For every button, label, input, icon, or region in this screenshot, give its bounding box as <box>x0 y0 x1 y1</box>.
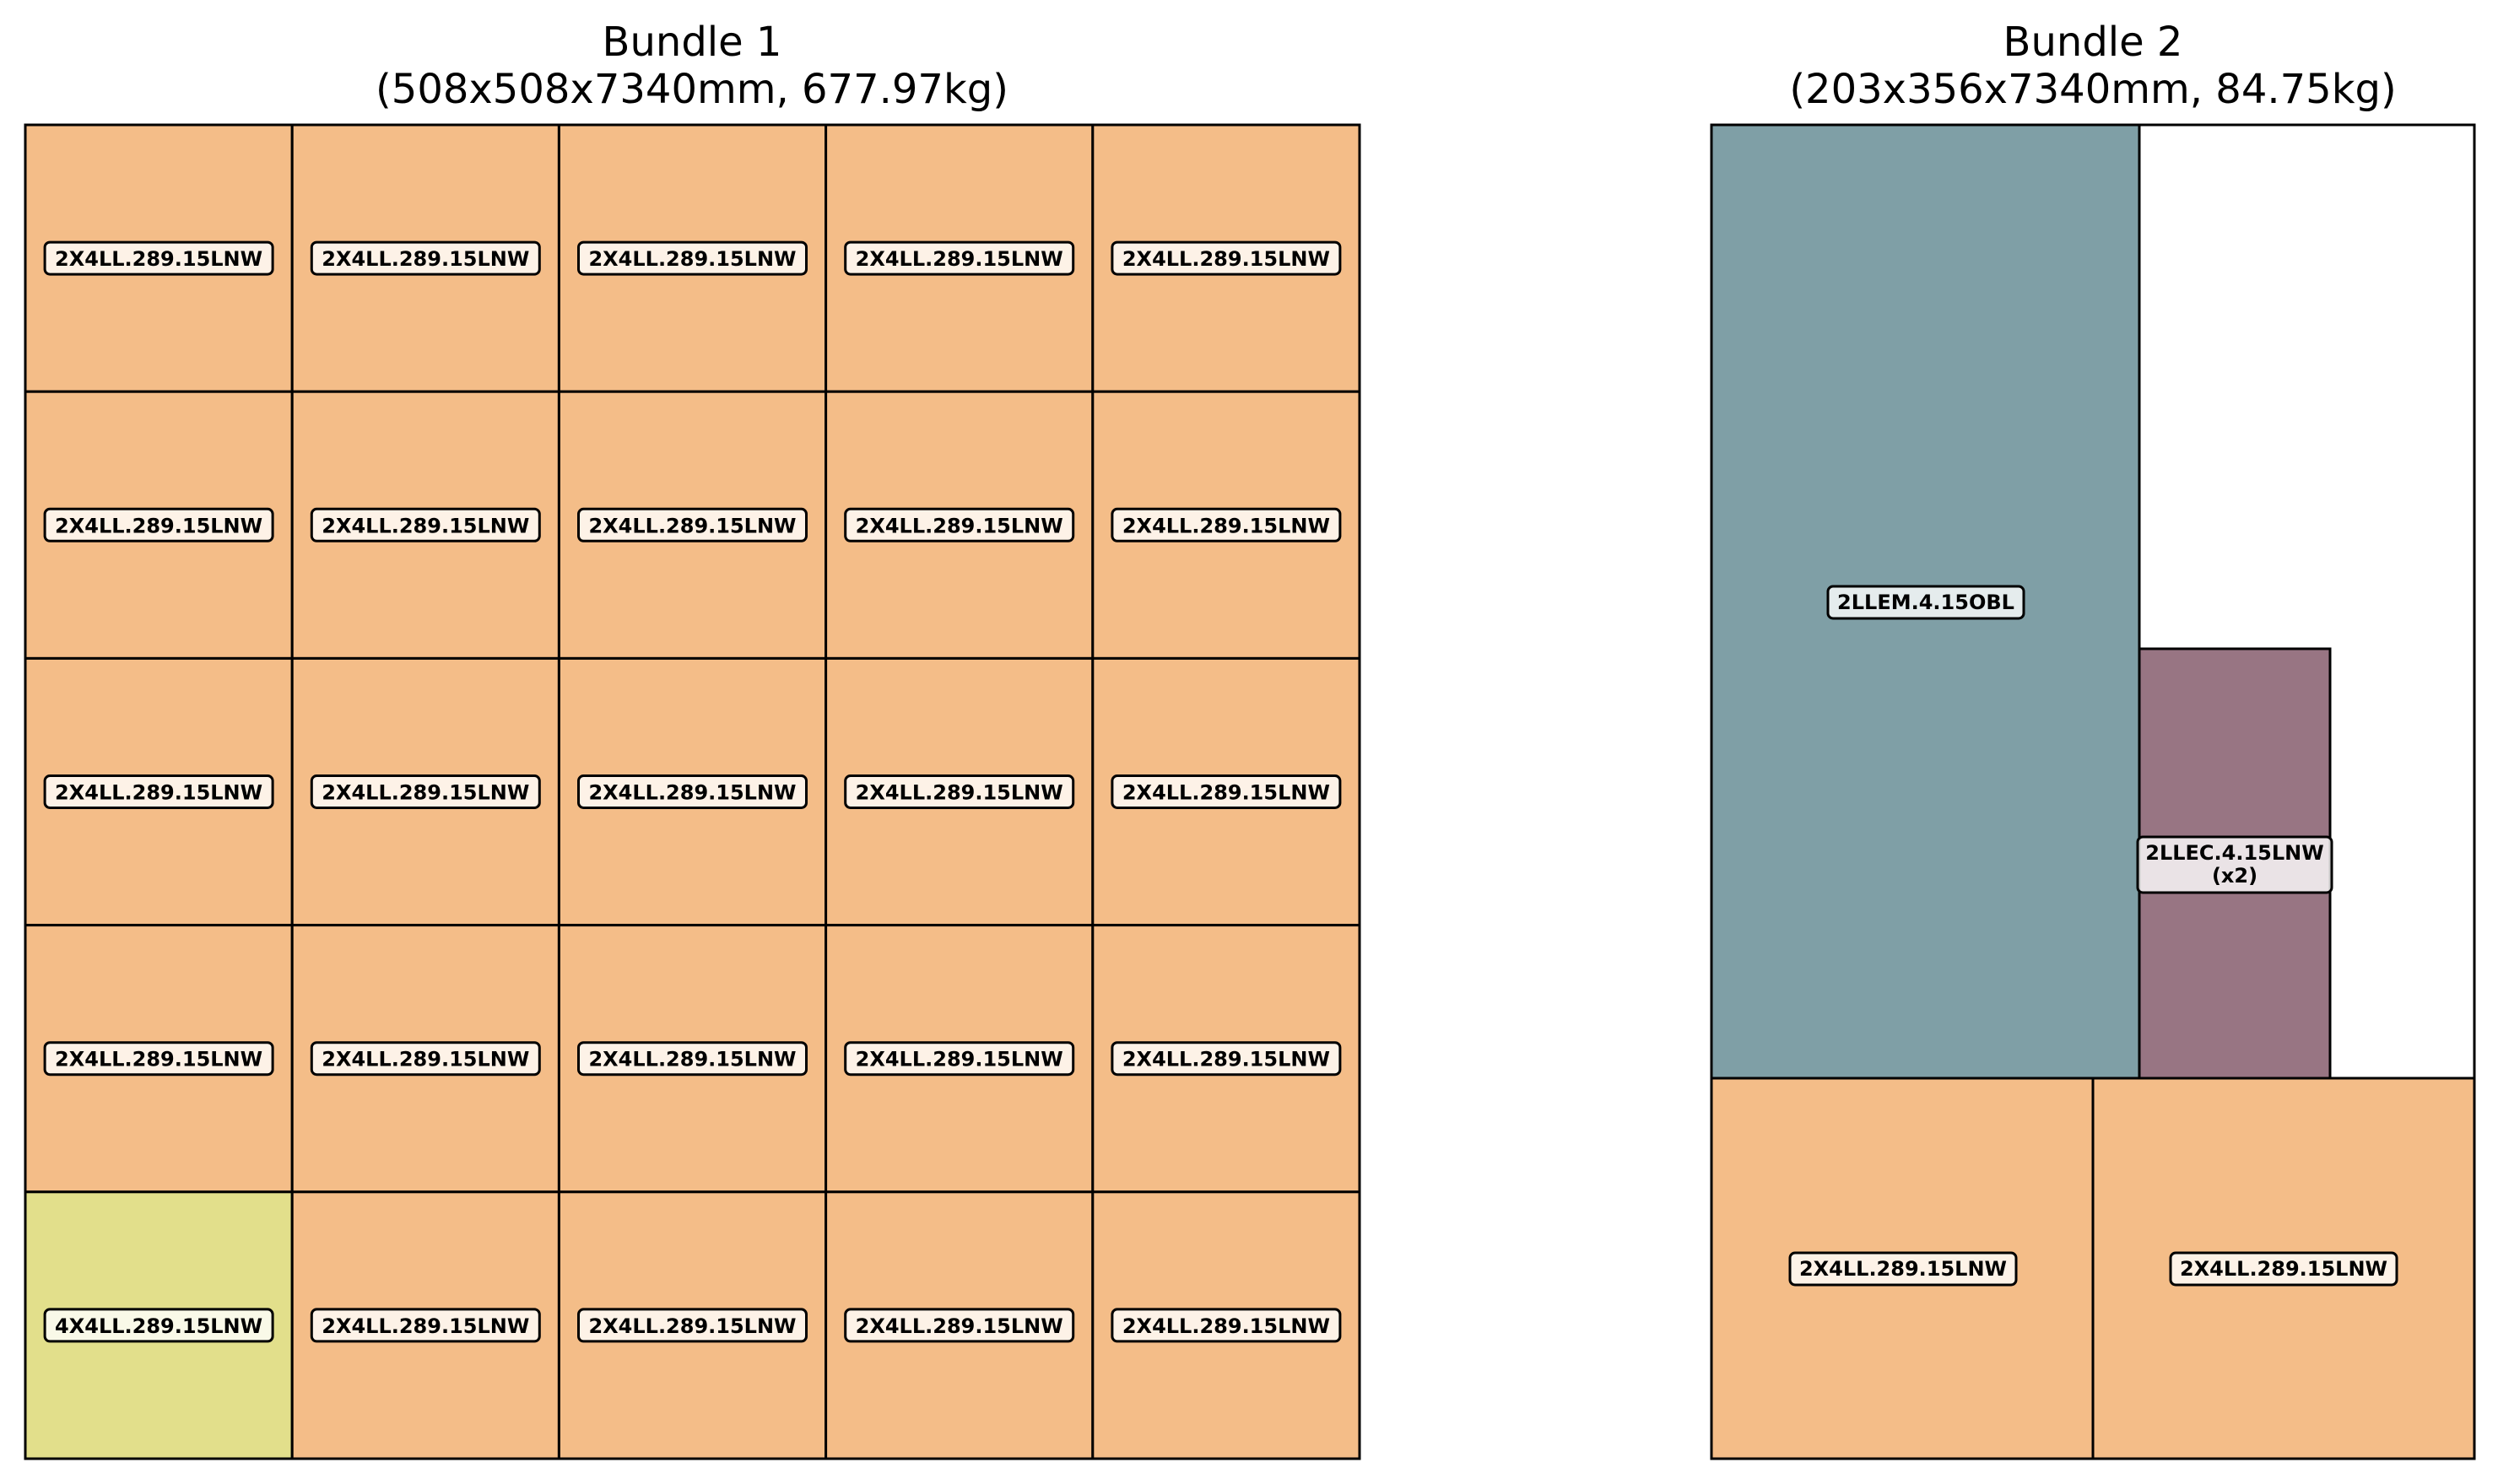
label-2llec-text: 2LLEC.4.15LNW <box>2145 841 2323 865</box>
bundle-1-cell-label: 2X4LL.289.15LNW <box>322 247 529 271</box>
bundle-1-cell-label: 2X4LL.289.15LNW <box>1122 1314 1330 1338</box>
bundle-1-cell-label-box <box>1111 507 1342 542</box>
bundle-1-cell-label-box <box>844 1308 1075 1343</box>
bundle-2-title: Bundle 2 <box>2003 19 2183 66</box>
bundle-1-cell-label: 2X4LL.289.15LNW <box>322 781 529 805</box>
bundle-1-cell-label: 2X4LL.289.15LNW <box>1122 514 1330 537</box>
bundle-1-cell-label-box <box>1111 774 1342 809</box>
bundle-1-cell-label-box <box>43 507 274 542</box>
bundle-1-frame <box>24 123 1361 1460</box>
bundle-2-subtitle: (203x356x7340mm, 84.75kg) <box>1789 66 2396 113</box>
label-2x4ll-right-text: 2X4LL.289.15LNW <box>2180 1257 2387 1281</box>
bundle-1-cell-label-box <box>43 1308 274 1343</box>
bundle-1-cell-label: 2X4LL.289.15LNW <box>322 1314 529 1338</box>
bundle-1-cell-label-box <box>1111 240 1342 276</box>
bundle-1-subtitle: (508x508x7340mm, 677.97kg) <box>376 66 1008 113</box>
bundle-1-cell-label: 2X4LL.289.15LNW <box>588 514 796 537</box>
bundle-1-cell-label-box <box>577 507 808 542</box>
bundle-1-cell-label: 4X4LL.289.15LNW <box>55 1314 262 1338</box>
bundle-1-cell-label-box <box>844 240 1075 276</box>
bundle-1-cell-label: 2X4LL.289.15LNW <box>856 1314 1063 1338</box>
bundle-1-cell-label: 2X4LL.289.15LNW <box>856 514 1063 537</box>
bundle-1-cell-label-box <box>1111 1308 1342 1343</box>
bundle-1-cell-label-box <box>577 774 808 809</box>
bundle-1-title: Bundle 1 <box>603 19 782 66</box>
bundle-1-cell-label: 2X4LL.289.15LNW <box>55 1048 262 1071</box>
bundle-1-cell-label-box <box>577 240 808 276</box>
bundle-1-cell-label: 2X4LL.289.15LNW <box>1122 781 1330 805</box>
bundle-1-cell-label: 2X4LL.289.15LNW <box>588 1314 796 1338</box>
label-2llec-count: (x2) <box>2212 864 2257 888</box>
bundle-1-cell-label-box <box>844 507 1075 542</box>
bundle-1-cell-label-box <box>844 774 1075 809</box>
bundle-1-cells: 2X4LL.289.15LNW 2X4LL.289.15LNW 2X4LL.289.… <box>24 123 1361 1460</box>
bundle-1-cell-label-box <box>310 1041 541 1077</box>
label-2x4ll-right: 2X4LL.289.15LNW <box>2169 1251 2398 1287</box>
bundle-2-panel: Bundle 2 (203x356x7340mm, 84.75kg) 2LLEM… <box>1710 19 2476 1460</box>
label-2llem-text: 2LLEM.4.15OBL <box>1837 591 2014 614</box>
bundle-1-cell-label-box <box>43 240 274 276</box>
bundle-1-cell-label: 2X4LL.289.15LNW <box>322 1048 529 1071</box>
label-2x4ll-left: 2X4LL.289.15LNW <box>1788 1251 2018 1287</box>
bundle-1-cell-label: 2X4LL.289.15LNW <box>55 247 262 271</box>
label-2x4ll-left-text: 2X4LL.289.15LNW <box>1799 1257 2007 1281</box>
bundle-1-cell-label: 2X4LL.289.15LNW <box>856 1048 1063 1071</box>
bundle-1-panel: Bundle 1 (508x508x7340mm, 677.97kg) 2X4L… <box>24 19 1361 1460</box>
bundle-1-cell-label: 2X4LL.289.15LNW <box>588 1048 796 1071</box>
bundle-1-cell-label: 2X4LL.289.15LNW <box>1122 247 1330 271</box>
bundle-1-cell-label: 2X4LL.289.15LNW <box>322 514 529 537</box>
bundle-1-cell-label-box <box>577 1308 808 1343</box>
bundle-1-cell-label-box <box>577 1041 808 1077</box>
bundle-1-cell-label: 2X4LL.289.15LNW <box>55 514 262 537</box>
bundle-1-cell-label-box <box>310 507 541 542</box>
bundle-1-cell-label: 2X4LL.289.15LNW <box>588 247 796 271</box>
bundle-1-cell-label-box <box>43 1041 274 1077</box>
label-2llem: 2LLEM.4.15OBL <box>1826 585 2025 620</box>
bundle-1-cell-label-box <box>844 1041 1075 1077</box>
bundle-1-cell-label-box <box>310 1308 541 1343</box>
bundle-1-cell-label-box <box>43 774 274 809</box>
bundle-1-cell-label-box <box>310 774 541 809</box>
bundle-1-cell-label-box <box>310 240 541 276</box>
bundle-1-cell-label: 2X4LL.289.15LNW <box>856 781 1063 805</box>
bundle-1-cell-label: 2X4LL.289.15LNW <box>588 781 796 805</box>
bundle-1-cell-label: 2X4LL.289.15LNW <box>1122 1048 1330 1071</box>
label-2llec: 2LLEC.4.15LNW (x2) <box>2136 835 2333 894</box>
bundle-2-frame <box>1710 123 2476 1460</box>
bundle-1-cell-label: 2X4LL.289.15LNW <box>55 781 262 805</box>
bundle-1-cell-label-box <box>1111 1041 1342 1077</box>
bundle-1-cell-label: 2X4LL.289.15LNW <box>856 247 1063 271</box>
